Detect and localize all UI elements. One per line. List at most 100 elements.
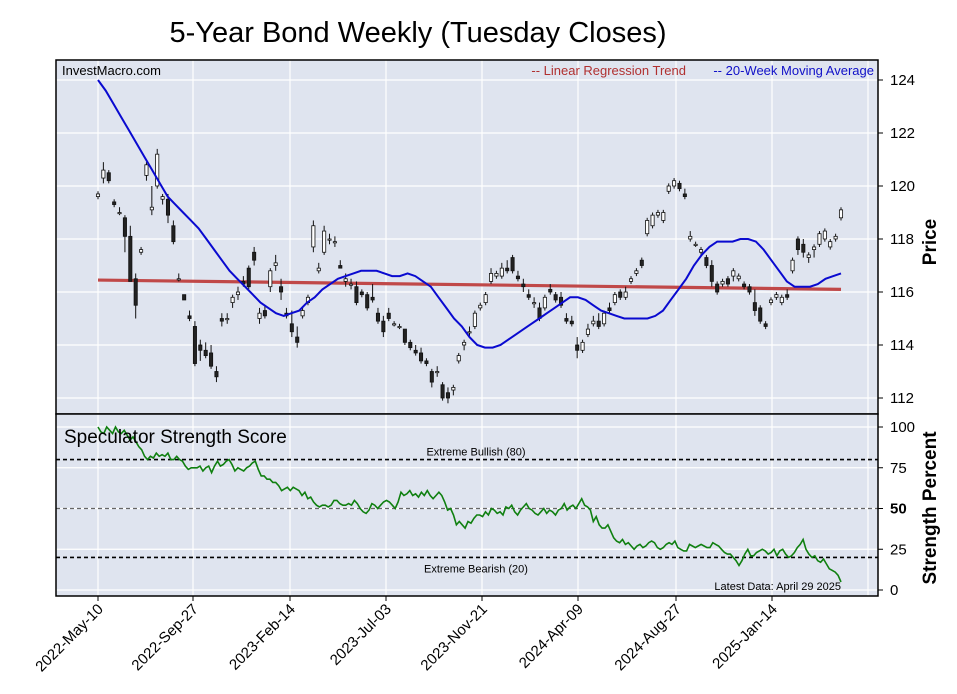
candle-body bbox=[478, 304, 483, 309]
candle-51 bbox=[370, 284, 375, 303]
candle-body bbox=[817, 233, 822, 245]
candle-72 bbox=[483, 292, 488, 306]
candle-body bbox=[149, 206, 154, 211]
candle-body bbox=[117, 212, 122, 215]
candle-93 bbox=[596, 313, 601, 330]
candle-body bbox=[758, 307, 763, 322]
candle-16 bbox=[182, 294, 187, 301]
candlesticks bbox=[95, 148, 844, 404]
candle-body bbox=[806, 254, 811, 258]
candle-41 bbox=[316, 262, 321, 274]
candle-110 bbox=[688, 231, 693, 242]
candle-body bbox=[381, 320, 386, 333]
moving-average-line bbox=[97, 79, 842, 349]
candle-body bbox=[494, 273, 499, 277]
candle-131 bbox=[801, 239, 806, 258]
candle-117 bbox=[725, 276, 730, 287]
candle-body bbox=[585, 328, 590, 335]
price-panel: InvestMacro.com -- Linear Regression Tre… bbox=[55, 59, 941, 415]
x-tick-label-3: 2023-Jul-03 bbox=[327, 601, 395, 669]
candle-21 bbox=[209, 345, 214, 369]
candle-31 bbox=[262, 305, 267, 319]
candle-body bbox=[122, 217, 127, 237]
candle-body bbox=[327, 238, 332, 241]
candle-74 bbox=[494, 270, 499, 279]
candle-9 bbox=[144, 162, 149, 181]
candle-body bbox=[322, 230, 327, 253]
candle-105 bbox=[661, 209, 666, 224]
candle-5 bbox=[122, 215, 127, 253]
price-tick-label-3: 118 bbox=[890, 231, 914, 248]
candle-26 bbox=[235, 286, 241, 300]
candle-body bbox=[332, 241, 337, 244]
candle-17 bbox=[187, 310, 192, 322]
candle-83 bbox=[542, 294, 547, 311]
watermark: InvestMacro.com bbox=[62, 63, 161, 78]
candle-56 bbox=[397, 323, 402, 330]
candle-91 bbox=[585, 323, 590, 338]
candle-28 bbox=[246, 265, 251, 290]
x-tick-label-4: 2023-Nov-21 bbox=[417, 601, 490, 674]
candle-body bbox=[521, 283, 526, 288]
candle-130 bbox=[795, 236, 800, 255]
candle-123 bbox=[758, 305, 763, 324]
candle-body bbox=[198, 344, 203, 351]
candle-85 bbox=[553, 292, 558, 303]
candle-body bbox=[779, 296, 784, 303]
candle-125 bbox=[768, 297, 774, 306]
price-y-ticks: 112 114 116 118 120 122 124 bbox=[878, 72, 915, 407]
candle-126 bbox=[774, 292, 779, 300]
candle-112 bbox=[698, 246, 704, 255]
candle-body bbox=[822, 230, 827, 240]
candle-body bbox=[402, 328, 407, 343]
candle-29 bbox=[252, 246, 257, 266]
candle-53 bbox=[381, 315, 386, 338]
candle-body bbox=[279, 286, 284, 293]
candle-38 bbox=[300, 307, 305, 319]
candle-body bbox=[203, 349, 208, 356]
candle-body bbox=[612, 294, 617, 303]
candle-61 bbox=[424, 358, 429, 367]
candle-115 bbox=[715, 281, 720, 295]
candle-body bbox=[273, 262, 278, 266]
candle-118 bbox=[731, 268, 736, 282]
x-axis-ticks: 2022-May-10 2022-Sep-27 2023-Feb-14 2023-Ju… bbox=[32, 596, 781, 675]
candle-4 bbox=[117, 207, 122, 216]
candle-body bbox=[246, 267, 251, 288]
candle-body bbox=[192, 326, 197, 364]
candle-8 bbox=[139, 246, 144, 255]
candle-3 bbox=[112, 199, 117, 208]
price-tick-label-2: 116 bbox=[890, 284, 914, 301]
candle-body bbox=[462, 341, 467, 346]
candle-80 bbox=[526, 289, 531, 300]
candle-body bbox=[752, 302, 757, 311]
candle-body bbox=[397, 326, 402, 329]
candle-body bbox=[725, 278, 730, 285]
candle-19 bbox=[198, 339, 203, 361]
candle-body bbox=[499, 267, 504, 277]
candle-65 bbox=[445, 387, 450, 404]
candle-12 bbox=[160, 193, 165, 205]
candle-100 bbox=[634, 268, 639, 277]
candle-90 bbox=[580, 339, 585, 353]
candle-body bbox=[300, 310, 305, 317]
candle-6 bbox=[128, 225, 133, 282]
candle-body bbox=[661, 212, 666, 221]
strength-score-line bbox=[97, 425, 842, 583]
candle-body bbox=[569, 320, 574, 325]
candle-75 bbox=[499, 262, 504, 279]
candle-body bbox=[112, 201, 117, 205]
candle-138 bbox=[838, 207, 844, 221]
strength-tick-label-0: 0 bbox=[890, 582, 898, 599]
candle-111 bbox=[693, 241, 698, 247]
x-tick-label-6: 2024-Aug-27 bbox=[611, 601, 684, 674]
candle-body bbox=[268, 270, 273, 288]
candle-body bbox=[833, 235, 838, 240]
candle-55 bbox=[392, 321, 397, 327]
candle-body bbox=[95, 193, 101, 197]
candle-15 bbox=[176, 273, 181, 282]
candle-body bbox=[343, 278, 348, 282]
candle-76 bbox=[505, 260, 510, 274]
candle-121 bbox=[747, 284, 752, 295]
